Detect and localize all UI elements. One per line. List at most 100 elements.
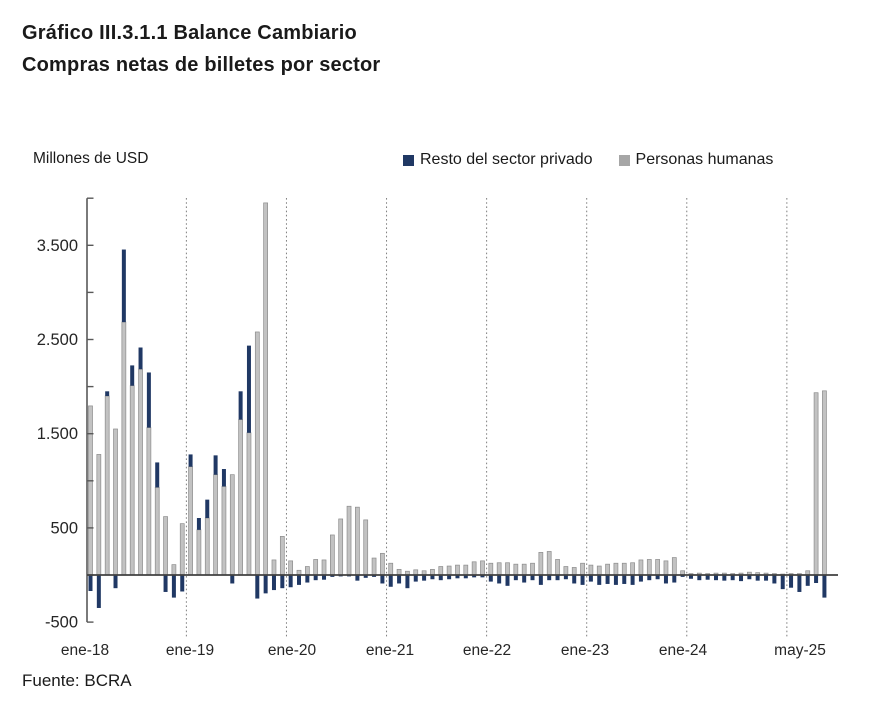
bar-resto-sector-privado-nov-24 (772, 575, 777, 584)
bar-resto-sector-privado-sep-22 (555, 575, 560, 581)
bar-personas-humanas-nov-23 (671, 557, 677, 576)
y-axis-label: 2.500 (37, 331, 78, 349)
chart-title: Gráfico III.3.1.1 Balance Cambiario (22, 22, 357, 44)
bar-resto-sector-privado-nov-19 (271, 575, 276, 591)
bar-personas-humanas-may-20 (321, 559, 327, 576)
bar-resto-sector-privado-jul-18 (138, 347, 143, 370)
bar-personas-humanas-jun-20 (330, 534, 335, 576)
bar-resto-sector-privado-ago-18 (146, 372, 151, 428)
bar-personas-humanas-ene-20 (288, 560, 294, 576)
bar-resto-sector-privado-oct-24 (764, 575, 769, 581)
bar-personas-humanas-abr-22 (513, 563, 519, 576)
bar-resto-sector-privado-jun-19 (230, 575, 235, 584)
bar-resto-sector-privado-dic-23 (680, 575, 685, 577)
bar-personas-humanas-mar-19 (204, 517, 210, 576)
bar-resto-sector-privado-dic-24 (780, 575, 785, 590)
bar-personas-humanas-abr-20 (313, 559, 319, 576)
y-axis-label: 3.500 (37, 237, 78, 255)
bar-personas-humanas-sep-19 (254, 331, 260, 576)
bar-personas-humanas-may-19 (221, 486, 227, 576)
bar-personas-humanas-ago-21 (446, 565, 452, 576)
bar-resto-sector-privado-abr-24 (714, 575, 718, 581)
bar-resto-sector-privado-sep-24 (755, 575, 760, 581)
bar-resto-sector-privado-mar-20 (305, 575, 310, 583)
bar-resto-sector-privado-abr-19 (213, 455, 218, 475)
bar-personas-humanas-abr-18 (113, 428, 118, 576)
bar-personas-humanas-ene-18 (88, 405, 93, 576)
bar-resto-sector-privado-ene-19 (188, 454, 193, 467)
bar-resto-sector-privado-jun-22 (530, 575, 535, 581)
bar-resto-sector-privado-may-22 (522, 575, 527, 583)
x-axis-label-ene-23: ene-23 (561, 642, 609, 659)
bar-resto-sector-privado-feb-24 (697, 575, 702, 581)
legend-swatch-gray-icon (618, 154, 630, 166)
y-axis-label: -500 (45, 614, 78, 632)
bar-resto-sector-privado-dic-22 (580, 575, 585, 585)
bar-personas-humanas-ene-19 (188, 466, 193, 576)
bar-resto-sector-privado-mar-24 (705, 575, 710, 580)
bar-resto-sector-privado-feb-18 (96, 575, 101, 608)
bar-resto-sector-privado-may-18 (121, 249, 126, 323)
bar-resto-sector-privado-abr-22 (513, 575, 518, 581)
bar-resto-sector-privado-ago-23 (647, 575, 652, 581)
bar-resto-sector-privado-may-21 (422, 575, 427, 581)
bar-resto-sector-privado-jun-23 (630, 575, 635, 585)
bar-resto-sector-privado-oct-22 (563, 575, 568, 580)
bar-resto-sector-privado-jun-18 (130, 365, 135, 386)
bar-personas-humanas-feb-18 (96, 454, 102, 576)
y-axis-label: 500 (50, 519, 78, 537)
bar-personas-humanas-dic-18 (179, 523, 185, 576)
bar-resto-sector-privado-may-24 (722, 575, 727, 581)
bar-personas-humanas-abr-25 (813, 392, 819, 576)
bar-resto-sector-privado-ago-19 (246, 345, 251, 433)
bar-resto-sector-privado-nov-20 (372, 575, 377, 577)
bar-personas-humanas-ago-19 (246, 432, 252, 576)
bar-resto-sector-privado-sep-18 (155, 462, 160, 488)
bar-personas-humanas-may-25 (822, 390, 827, 576)
bar-resto-sector-privado-ene-20 (288, 575, 293, 588)
y-axis-unit-label: Millones de USD (33, 150, 149, 167)
bar-resto-sector-privado-nov-22 (572, 575, 577, 584)
bar-resto-sector-privado-oct-19 (263, 575, 268, 594)
bar-personas-humanas-jul-22 (538, 552, 544, 576)
bar-personas-humanas-ago-20 (346, 505, 352, 576)
x-axis-label-ene-21: ene-21 (366, 642, 414, 659)
bar-resto-sector-privado-nov-18 (171, 575, 176, 598)
bar-personas-humanas-sep-21 (455, 564, 460, 576)
bar-resto-sector-privado-mar-18 (105, 391, 110, 397)
bar-personas-humanas-may-23 (621, 562, 627, 576)
source-note: Fuente: BCRA (22, 671, 132, 690)
bar-personas-humanas-dic-21 (480, 560, 485, 576)
bar-resto-sector-privado-ene-24 (688, 575, 693, 579)
bar-personas-humanas-may-22 (521, 563, 527, 576)
bar-resto-sector-privado-may-23 (622, 575, 627, 584)
bar-resto-sector-privado-mar-25 (805, 575, 810, 586)
bar-personas-humanas-abr-19 (213, 474, 218, 576)
bar-resto-sector-privado-abr-20 (313, 575, 318, 581)
bar-personas-humanas-nov-19 (271, 559, 277, 576)
bar-resto-sector-privado-mar-19 (205, 499, 210, 519)
bar-resto-sector-privado-may-25 (822, 575, 827, 598)
bar-personas-humanas-sep-23 (655, 559, 660, 576)
bar-personas-humanas-mar-23 (605, 563, 610, 576)
bar-resto-sector-privado-jun-20 (330, 575, 335, 577)
bar-resto-sector-privado-feb-19 (196, 518, 201, 530)
y-axis-label: 1.500 (37, 425, 78, 443)
bar-resto-sector-privado-dic-19 (280, 575, 285, 589)
bar-resto-sector-privado-may-20 (322, 575, 327, 580)
bar-resto-sector-privado-ene-25 (789, 575, 794, 588)
bar-resto-sector-privado-oct-20 (363, 575, 368, 578)
bar-resto-sector-privado-abr-21 (413, 575, 418, 582)
bar-resto-sector-privado-mar-21 (405, 575, 410, 589)
bar-resto-sector-privado-jul-24 (739, 575, 744, 582)
bar-resto-sector-privado-dic-21 (480, 575, 485, 578)
bar-resto-sector-privado-dic-20 (380, 575, 385, 584)
bar-personas-humanas-oct-18 (163, 516, 168, 576)
bar-personas-humanas-oct-19 (263, 202, 268, 576)
bar-personas-humanas-mar-20 (304, 566, 310, 576)
bar-resto-sector-privado-ene-18 (88, 575, 93, 592)
bar-resto-sector-privado-ene-23 (588, 575, 593, 582)
bar-personas-humanas-ene-22 (488, 562, 494, 576)
